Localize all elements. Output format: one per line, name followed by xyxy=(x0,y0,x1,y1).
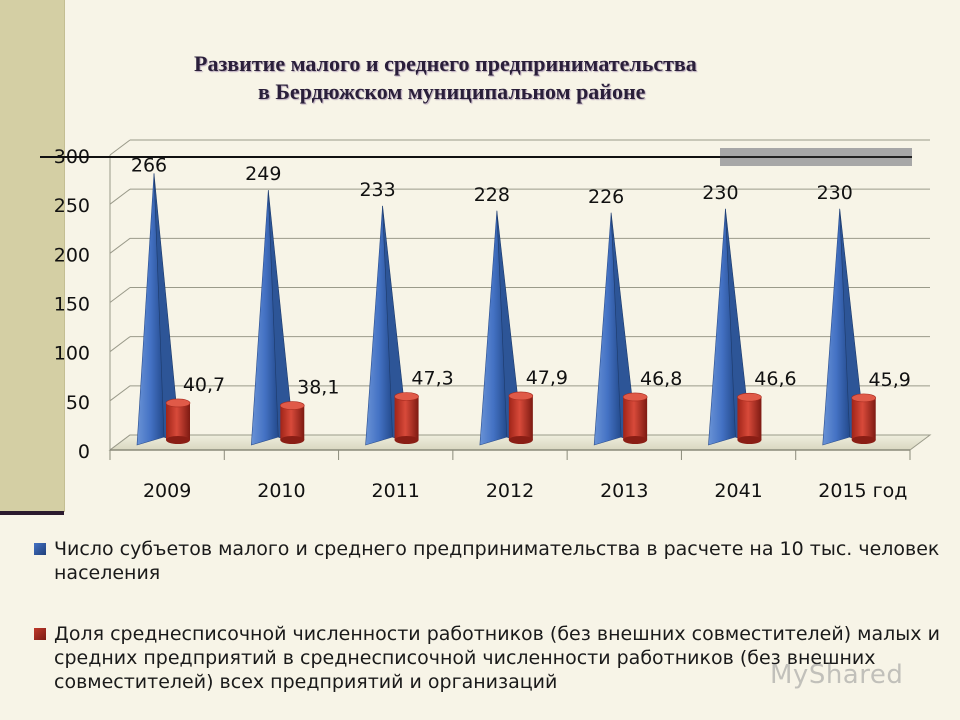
sidebar-rule xyxy=(0,511,64,515)
bar-series-2-base xyxy=(508,436,533,444)
bar-series-2-base xyxy=(280,436,305,444)
bar-series-2-base xyxy=(623,436,648,444)
x-tick-label: 2041 xyxy=(714,480,762,502)
decorative-grey-block xyxy=(720,148,912,166)
bar-series-2 xyxy=(851,397,876,440)
bar-series-2-top xyxy=(508,391,534,401)
data-label-series-2: 45,9 xyxy=(869,369,911,391)
decorative-sidebar xyxy=(0,0,65,512)
bar-series-2-top xyxy=(737,392,762,402)
data-label-series-2: 47,3 xyxy=(411,367,453,389)
x-tick-label: 2010 xyxy=(257,480,305,502)
chart: 050100150200250300200926640,7201024938,1… xyxy=(54,139,932,502)
bar-series-2 xyxy=(280,405,305,440)
x-tick-label: 2011 xyxy=(372,480,420,502)
gridline-depth xyxy=(109,385,131,402)
bar-series-2-base xyxy=(737,436,762,444)
data-label-series-2: 47,9 xyxy=(526,367,568,389)
y-tick-label: 200 xyxy=(54,244,90,266)
bar-series-2-base xyxy=(394,436,419,444)
legend-item-series-1: Число субъетов малого и среднего предпри… xyxy=(34,537,944,585)
legend-label-series-1: Число субъетов малого и среднего предпри… xyxy=(54,538,940,584)
x-tick-label: 2012 xyxy=(486,480,534,502)
bar-series-2-top xyxy=(622,392,648,402)
bar-series-2 xyxy=(394,396,419,440)
bar-series-2 xyxy=(737,397,762,440)
x-tick-label: 2015 год xyxy=(818,480,907,502)
x-tick-label: 2013 xyxy=(600,480,648,502)
title-line-1: Развитие малого и среднего предпринимате… xyxy=(194,51,697,76)
data-label-series-2: 46,8 xyxy=(640,368,682,390)
y-tick-label: 50 xyxy=(66,392,90,414)
title-line-2: в Бердюжском муниципальном районе xyxy=(258,79,646,104)
data-label-series-1: 226 xyxy=(588,186,624,208)
x-tick-label: 2009 xyxy=(143,480,191,502)
bar-series-2-base xyxy=(166,436,190,444)
y-tick-label: 150 xyxy=(54,294,90,316)
data-label-series-1: 228 xyxy=(474,184,510,206)
bar-series-2-top xyxy=(279,401,305,410)
data-label-series-1: 230 xyxy=(817,182,853,204)
data-label-series-2: 46,6 xyxy=(754,368,796,390)
top-rule xyxy=(40,156,912,158)
y-tick-label: 250 xyxy=(54,195,90,217)
slide-title: Развитие малого и среднего предпринимате… xyxy=(120,50,880,106)
bar-series-2-top xyxy=(165,398,191,408)
y-tick-label: 100 xyxy=(54,343,90,365)
y-tick-label: 0 xyxy=(78,441,90,463)
bar-series-2 xyxy=(508,395,533,440)
legend-swatch-series-2 xyxy=(34,628,46,640)
data-label-series-1: 266 xyxy=(131,154,167,176)
legend-item-series-2: Доля среднесписочной численности работни… xyxy=(34,622,944,694)
data-label-series-2: 38,1 xyxy=(297,377,339,399)
bar-series-2-top xyxy=(394,392,419,401)
gridline-depth xyxy=(109,237,131,254)
gridline-depth xyxy=(109,139,131,156)
bar-series-2 xyxy=(166,402,190,440)
bar-series-2 xyxy=(623,396,648,440)
data-label-series-2: 40,7 xyxy=(183,374,225,396)
data-label-series-1: 249 xyxy=(245,163,281,185)
data-label-series-1: 233 xyxy=(359,179,395,201)
legend-swatch-series-1 xyxy=(34,543,46,555)
watermark: MyShared xyxy=(770,660,904,690)
gridline-depth xyxy=(109,287,131,303)
data-label-series-1: 230 xyxy=(702,182,738,204)
gridline-depth xyxy=(109,188,131,205)
legend-label-series-2: Доля среднесписочной численности работни… xyxy=(54,623,940,693)
gridline-depth xyxy=(109,336,131,353)
bar-series-2-top xyxy=(851,393,877,403)
bar-series-2-base xyxy=(851,436,876,444)
